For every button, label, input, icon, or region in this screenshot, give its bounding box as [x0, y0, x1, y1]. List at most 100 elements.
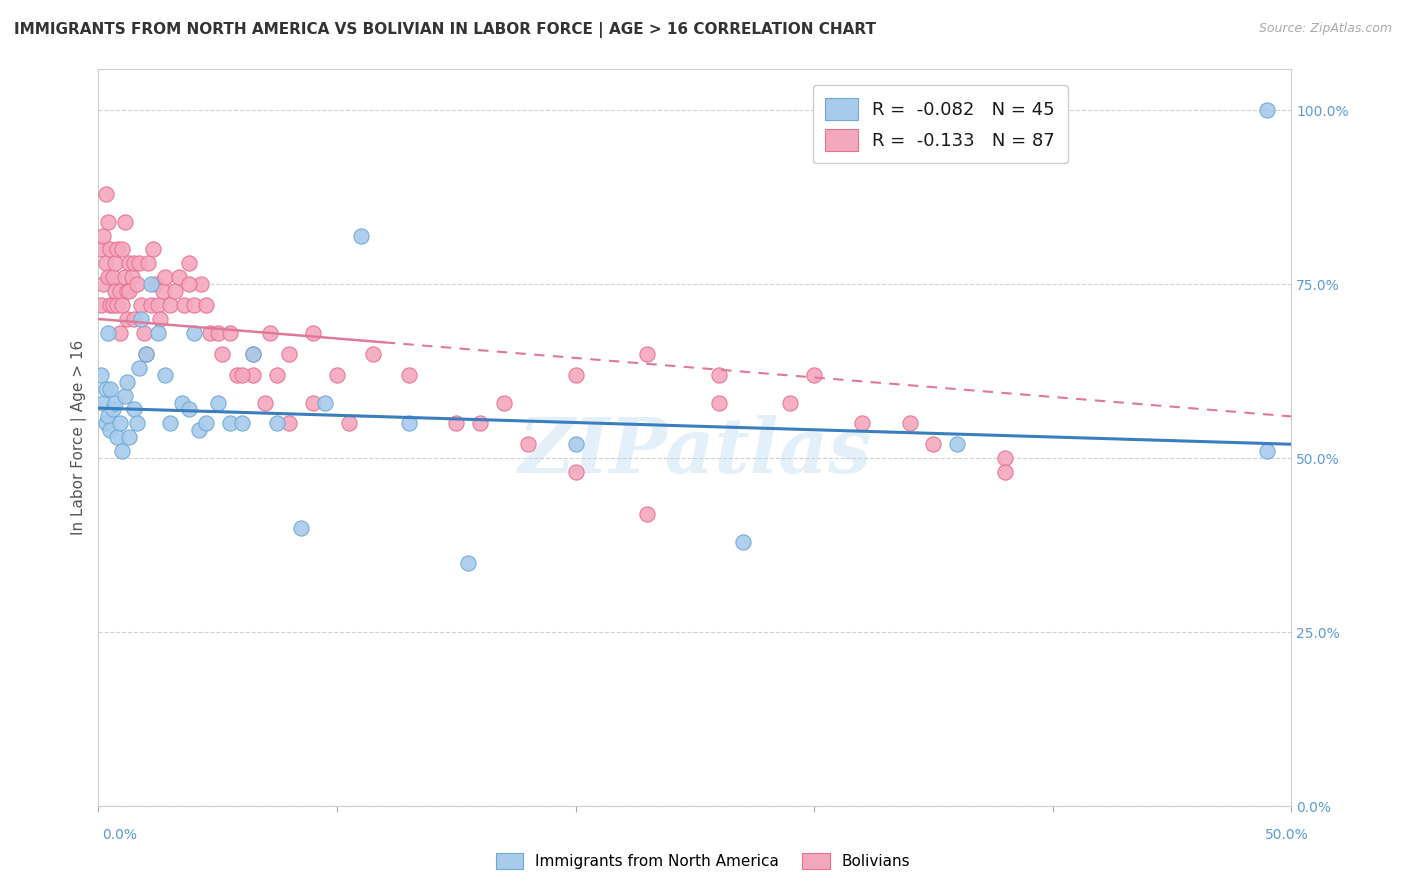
Point — [183, 298, 205, 312]
Point — [98, 243, 121, 257]
Point — [138, 256, 160, 270]
Point — [128, 256, 150, 270]
Point — [115, 284, 138, 298]
Point — [564, 465, 586, 479]
Point — [104, 256, 127, 270]
Point — [564, 437, 586, 451]
Point — [231, 368, 253, 382]
Point — [302, 395, 325, 409]
Point — [779, 395, 801, 409]
Point — [107, 298, 129, 312]
Point — [97, 270, 120, 285]
Point — [132, 326, 155, 340]
Point — [326, 368, 349, 382]
Point — [98, 298, 121, 312]
Point — [153, 270, 176, 285]
Text: 50.0%: 50.0% — [1264, 828, 1309, 842]
Point — [731, 534, 754, 549]
Legend: Immigrants from North America, Bolivians: Immigrants from North America, Bolivians — [489, 847, 917, 875]
Point — [200, 326, 222, 340]
Point — [118, 256, 141, 270]
Point — [129, 298, 152, 312]
Point — [114, 214, 136, 228]
Point — [266, 417, 288, 431]
Point — [114, 388, 136, 402]
Point — [111, 298, 134, 312]
Point — [994, 451, 1017, 466]
Point — [254, 395, 277, 409]
Point — [135, 347, 157, 361]
Point — [139, 277, 162, 292]
Text: ZIPatlas: ZIPatlas — [519, 415, 872, 489]
Point — [107, 430, 129, 444]
Legend: R =  -0.082   N = 45, R =  -0.133   N = 87: R = -0.082 N = 45, R = -0.133 N = 87 — [813, 85, 1067, 163]
Point — [90, 368, 112, 382]
Point — [259, 326, 281, 340]
Point — [803, 368, 825, 382]
Point — [94, 417, 117, 431]
Point — [707, 368, 730, 382]
Point — [398, 368, 420, 382]
Point — [266, 368, 288, 382]
Y-axis label: In Labor Force | Age > 16: In Labor Force | Age > 16 — [72, 340, 87, 535]
Point — [516, 437, 538, 451]
Point — [278, 347, 301, 361]
Point — [122, 312, 145, 326]
Point — [101, 402, 124, 417]
Point — [125, 277, 148, 292]
Point — [118, 430, 141, 444]
Point — [636, 347, 658, 361]
Point — [707, 395, 730, 409]
Point — [163, 284, 186, 298]
Point — [139, 298, 162, 312]
Text: IMMIGRANTS FROM NORTH AMERICA VS BOLIVIAN IN LABOR FORCE | AGE > 16 CORRELATION : IMMIGRANTS FROM NORTH AMERICA VS BOLIVIA… — [14, 22, 876, 38]
Point — [114, 270, 136, 285]
Point — [94, 186, 117, 201]
Point — [350, 228, 373, 243]
Point — [169, 270, 191, 285]
Point — [146, 326, 169, 340]
Point — [104, 284, 127, 298]
Point — [225, 368, 247, 382]
Point — [242, 347, 264, 361]
Point — [194, 417, 217, 431]
Point — [302, 326, 325, 340]
Point — [636, 507, 658, 521]
Point — [98, 382, 121, 396]
Point — [125, 417, 148, 431]
Point — [177, 256, 200, 270]
Point — [468, 417, 491, 431]
Point — [94, 256, 117, 270]
Point — [107, 243, 129, 257]
Point — [97, 409, 120, 424]
Point — [1256, 103, 1278, 118]
Point — [152, 284, 174, 298]
Point — [97, 326, 120, 340]
Point — [564, 368, 586, 382]
Point — [457, 556, 479, 570]
Point — [122, 256, 145, 270]
Point — [242, 347, 264, 361]
Point — [444, 417, 467, 431]
Point — [218, 326, 240, 340]
Point — [108, 417, 131, 431]
Point — [211, 347, 233, 361]
Point — [170, 395, 193, 409]
Point — [98, 423, 121, 437]
Point — [94, 382, 117, 396]
Point — [994, 465, 1017, 479]
Point — [183, 326, 205, 340]
Point — [101, 270, 124, 285]
Point — [121, 270, 143, 285]
Point — [290, 521, 312, 535]
Point — [111, 444, 134, 458]
Point — [922, 437, 945, 451]
Point — [142, 243, 165, 257]
Point — [898, 417, 921, 431]
Point — [90, 298, 112, 312]
Point — [97, 214, 120, 228]
Point — [337, 417, 360, 431]
Text: Source: ZipAtlas.com: Source: ZipAtlas.com — [1258, 22, 1392, 36]
Point — [207, 395, 229, 409]
Point — [159, 417, 181, 431]
